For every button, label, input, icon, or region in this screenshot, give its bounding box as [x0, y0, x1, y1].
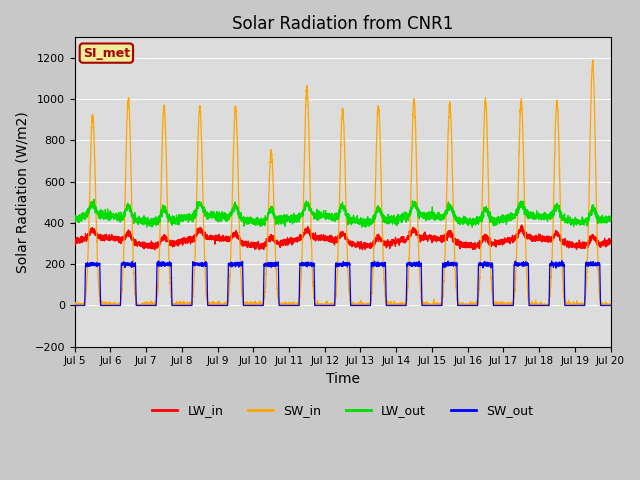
- Title: Solar Radiation from CNR1: Solar Radiation from CNR1: [232, 15, 453, 33]
- X-axis label: Time: Time: [326, 372, 360, 386]
- Text: SI_met: SI_met: [83, 47, 130, 60]
- Y-axis label: Solar Radiation (W/m2): Solar Radiation (W/m2): [15, 111, 29, 273]
- Legend: LW_in, SW_in, LW_out, SW_out: LW_in, SW_in, LW_out, SW_out: [147, 399, 538, 422]
